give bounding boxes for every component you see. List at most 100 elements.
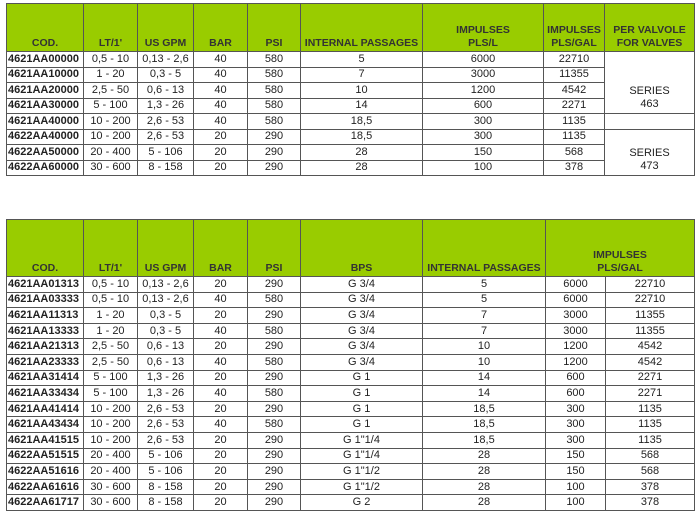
code-cell: 4621AA41414 xyxy=(6,400,84,418)
table-cell: G 1 xyxy=(300,416,423,433)
table-row: 4621AA21313 2,5 - 50 0,6 - 13 20 290 G 3/4 10 1… xyxy=(6,338,695,355)
table-cell: 7 xyxy=(300,66,423,83)
table-cell: 290 xyxy=(247,431,301,449)
header-cod: COD. xyxy=(6,219,84,277)
table-cell: 18,5 xyxy=(422,400,546,418)
table-row: 4621AA01313 0,5 - 10 0,13 - 2,6 20 290 G 3/4 5… xyxy=(6,276,695,293)
table-cell: 6000 xyxy=(422,51,544,68)
table-row: 4621AA33434 5 - 100 1,3 - 26 40 580 G 1 14 600 2… xyxy=(6,385,695,402)
table-cell: 20 - 400 xyxy=(83,447,138,465)
table-cell: 5 - 100 xyxy=(83,97,138,114)
table-cell: 300 xyxy=(422,113,544,130)
table-row: 4621AA00000 0,5 - 10 0,13 - 2,6 40 580 5 6000 2… xyxy=(6,51,695,114)
table-cell: 300 xyxy=(422,128,544,145)
table-cell: 300 xyxy=(545,416,606,433)
table-cell: G 3/4 xyxy=(300,307,423,324)
code-cell: 4621AA31414 xyxy=(6,369,84,387)
table-cell: 2,5 - 50 xyxy=(83,353,138,371)
table-cell: 5 - 106 xyxy=(137,144,194,161)
table-row: 4622AA60000 30 - 600 8 - 158 20 290 28 100 378 xyxy=(6,159,695,176)
code-cell: 4621AA20000 xyxy=(6,82,84,99)
table-cell: 11355 xyxy=(605,307,695,324)
table-cell: 300 xyxy=(545,431,606,449)
table-cell: 10 - 200 xyxy=(83,113,138,130)
table-cell: 20 xyxy=(193,400,248,418)
table-cell: 290 xyxy=(247,400,301,418)
table-row: 4622AA51616 20 - 400 5 - 106 20 290 G 1"1/2 28… xyxy=(6,463,695,480)
table-cell: 10 - 200 xyxy=(83,416,138,433)
table-cell: 40 xyxy=(193,51,248,68)
table-cell: 290 xyxy=(247,307,301,324)
code-cell: 4621AA03333 xyxy=(6,291,84,309)
table-cell: 40 xyxy=(193,322,248,340)
table-cell: G 3/4 xyxy=(300,322,423,340)
table-cell: 4542 xyxy=(543,82,605,99)
table-cell: 2271 xyxy=(605,369,695,387)
table-cell: 20 xyxy=(193,447,248,465)
table-cell: 0,3 - 5 xyxy=(137,322,194,340)
table-cell: 1,3 - 26 xyxy=(137,97,194,114)
table-cell: 10 - 200 xyxy=(83,431,138,449)
table-cell: 290 xyxy=(247,463,301,480)
table-cell: 28 xyxy=(422,494,546,511)
table-cell: 0,5 - 10 xyxy=(83,51,138,68)
header-lt: LT/1' xyxy=(83,219,138,277)
table-cell: G 3/4 xyxy=(300,353,423,371)
table-cell: 20 xyxy=(193,494,248,511)
table-cell: 100 xyxy=(422,159,544,176)
table-cell: G 2 xyxy=(300,494,423,511)
table-row: 4622AA61717 30 - 600 8 - 158 20 290 G 2 28 100 3… xyxy=(6,494,695,511)
table-cell: 14 xyxy=(422,369,546,387)
table-cell: 5 xyxy=(300,51,423,68)
table-cell: 2,5 - 50 xyxy=(83,82,138,99)
table-cell: 378 xyxy=(543,159,605,176)
table-cell: 300 xyxy=(545,400,606,418)
table-cell: 0,6 - 13 xyxy=(137,338,194,355)
table-cell: 0,6 - 13 xyxy=(137,353,194,371)
table-cell: G 1"1/2 xyxy=(300,478,423,496)
table-cell: 18,5 xyxy=(300,128,423,145)
code-cell: 4622AA51616 xyxy=(6,463,84,480)
header-per-valves: PER VALVOLE FOR VALVES xyxy=(604,3,695,52)
table-cell: 18,5 xyxy=(422,416,546,433)
table-cell: 290 xyxy=(247,276,301,293)
table-cell: 20 xyxy=(193,431,248,449)
table-cell: 10 - 200 xyxy=(83,128,138,145)
header-cod: COD. xyxy=(6,3,84,52)
header-internal-passages: INTERNAL PASSAGES xyxy=(422,219,546,277)
table-row: 4621AA03333 0,5 - 10 0,13 - 2,6 40 580 G 3/4 5… xyxy=(6,291,695,309)
table-row: 4622AA50000 20 - 400 5 - 106 20 290 28 150 568 xyxy=(6,144,695,161)
header-bar: BAR xyxy=(193,219,248,277)
code-cell: 4621AA00000 xyxy=(6,51,84,68)
header-line: PLS/GAL xyxy=(551,37,597,49)
header-impulses-pls-gal: IMPULSES PLS/GAL xyxy=(545,219,695,277)
table-cell: 7 xyxy=(422,322,546,340)
table-cell: 22710 xyxy=(605,291,695,309)
table-cell: 1135 xyxy=(543,113,605,130)
table-cell: 580 xyxy=(247,97,301,114)
table-cell: 150 xyxy=(545,447,606,465)
table-cell: 28 xyxy=(300,159,423,176)
series-number: 463 xyxy=(640,98,659,110)
table-cell: G 1 xyxy=(300,400,423,418)
table-cell: 2,6 - 53 xyxy=(137,400,194,418)
table-cell: 580 xyxy=(247,291,301,309)
code-cell: 4622AA40000 xyxy=(6,128,84,145)
table-cell: 3000 xyxy=(545,307,606,324)
table-cell: 30 - 600 xyxy=(83,494,138,511)
table-cell: 5 xyxy=(422,276,546,293)
table-cell: 20 xyxy=(193,276,248,293)
table-cell: 20 xyxy=(193,463,248,480)
table-cell: 0,3 - 5 xyxy=(137,307,194,324)
table-cell: G 3/4 xyxy=(300,276,423,293)
table-row: 4622AA61616 30 - 600 8 - 158 20 290 G 1"1/2 28… xyxy=(6,478,695,496)
table-row: 4621AA10000 1 - 20 0,3 - 5 40 580 7 3000 11355 xyxy=(6,66,695,83)
table-cell: 100 xyxy=(545,478,606,496)
table-cell: 40 xyxy=(193,82,248,99)
table-cell: 40 xyxy=(193,97,248,114)
table-cell: 1 - 20 xyxy=(83,66,138,83)
table-cell: 2,6 - 53 xyxy=(137,128,194,145)
table-cell: 20 xyxy=(193,369,248,387)
table-cell: 568 xyxy=(605,463,695,480)
header-line: PLS/GAL xyxy=(597,262,643,274)
